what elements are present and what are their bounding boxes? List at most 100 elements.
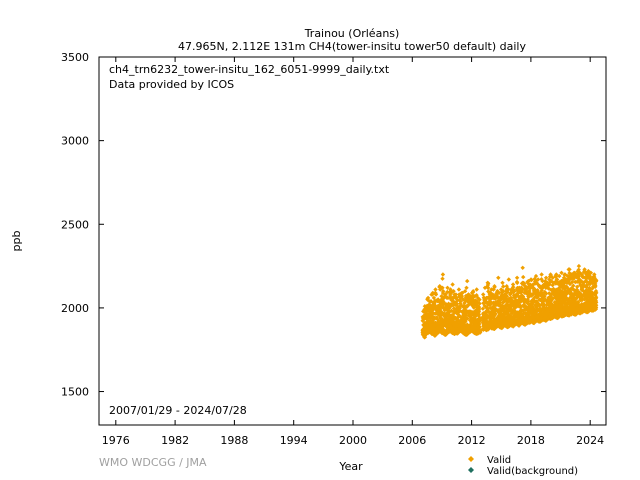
data-point xyxy=(526,320,531,325)
data-point xyxy=(519,293,524,298)
data-point xyxy=(528,286,533,291)
data-point xyxy=(441,296,446,301)
data-point xyxy=(465,278,470,284)
data-point xyxy=(451,289,456,294)
data-point xyxy=(559,305,564,310)
x-tick-label: 2012 xyxy=(458,434,486,447)
data-point xyxy=(530,301,535,307)
data-point xyxy=(535,288,540,293)
data-point xyxy=(575,294,580,300)
data-point xyxy=(519,288,524,294)
data-point xyxy=(580,294,585,299)
y-axis-label: ppb xyxy=(10,231,23,252)
data-point xyxy=(520,294,526,299)
data-point xyxy=(575,301,581,307)
data-point xyxy=(569,298,574,304)
data-point xyxy=(521,274,526,280)
data-point xyxy=(590,286,595,291)
data-point xyxy=(523,290,528,296)
x-tick-label: 2000 xyxy=(339,434,367,447)
data-point xyxy=(574,290,579,296)
data-point xyxy=(575,308,581,313)
data-point xyxy=(590,296,596,301)
y-tick-label: 2000 xyxy=(61,302,89,315)
data-point xyxy=(491,287,496,292)
data-point xyxy=(481,292,486,297)
data-point xyxy=(578,296,583,302)
data-point xyxy=(561,281,566,287)
data-point xyxy=(573,307,579,312)
data-point xyxy=(584,289,589,294)
data-point xyxy=(550,283,555,288)
data-point xyxy=(569,304,574,309)
data-point xyxy=(554,277,560,282)
data-point xyxy=(562,283,567,288)
data-point xyxy=(440,276,445,281)
data-point xyxy=(476,316,481,321)
data-point xyxy=(593,292,598,298)
x-tick-label: 2024 xyxy=(576,434,604,447)
data-point xyxy=(575,269,580,274)
data-point xyxy=(531,297,536,302)
data-point xyxy=(564,291,569,297)
data-point xyxy=(459,293,465,299)
data-point xyxy=(593,284,598,289)
data-point xyxy=(541,302,546,307)
data-point xyxy=(501,289,506,294)
data-point xyxy=(520,313,525,318)
data-point xyxy=(466,292,471,298)
data-point xyxy=(576,263,582,269)
data-point xyxy=(573,288,579,293)
data-point xyxy=(526,299,531,304)
data-point xyxy=(582,269,587,274)
data-point xyxy=(563,279,568,284)
data-point xyxy=(513,298,519,303)
x-axis-ticks: 1976 1982 1988 1994 2000 2006 2012 2018 2024 xyxy=(102,57,604,447)
data-point xyxy=(562,272,567,277)
data-point xyxy=(561,294,566,300)
data-point xyxy=(459,291,464,296)
y-tick-label: 3000 xyxy=(61,135,89,148)
data-point xyxy=(579,301,584,307)
data-point xyxy=(578,291,583,297)
x-tick-label: 1988 xyxy=(220,434,248,447)
data-point xyxy=(511,309,516,314)
data-point xyxy=(586,280,592,285)
data-point xyxy=(586,300,591,305)
data-point xyxy=(544,291,549,296)
data-point xyxy=(577,290,582,295)
data-point xyxy=(537,303,542,308)
data-point xyxy=(552,289,557,294)
data-point xyxy=(441,299,446,304)
data-point xyxy=(543,278,548,284)
data-point xyxy=(581,308,586,314)
legend-marker-valid-background xyxy=(468,467,474,473)
data-point xyxy=(456,287,462,292)
data-point xyxy=(589,279,594,284)
data-point xyxy=(570,279,575,285)
data-point xyxy=(525,297,530,302)
data-point xyxy=(557,273,562,279)
data-point xyxy=(525,279,530,285)
data-point xyxy=(534,280,539,285)
data-point xyxy=(513,302,518,307)
data-point xyxy=(523,298,529,303)
data-point xyxy=(453,292,459,297)
data-point xyxy=(533,311,538,317)
data-point xyxy=(476,328,482,334)
data-point xyxy=(516,315,521,320)
data-point xyxy=(593,302,598,307)
data-point xyxy=(588,270,594,275)
data-point xyxy=(441,289,446,294)
data-point xyxy=(540,278,545,284)
data-point xyxy=(555,288,560,293)
data-point xyxy=(570,286,575,292)
y-tick-label: 3500 xyxy=(61,51,89,64)
date-range-annotation: 2007/01/29 - 2024/07/28 xyxy=(109,404,247,417)
data-point xyxy=(576,267,581,272)
data-point xyxy=(549,301,554,306)
data-point xyxy=(537,312,542,317)
data-point xyxy=(530,310,536,315)
data-point xyxy=(593,288,599,294)
